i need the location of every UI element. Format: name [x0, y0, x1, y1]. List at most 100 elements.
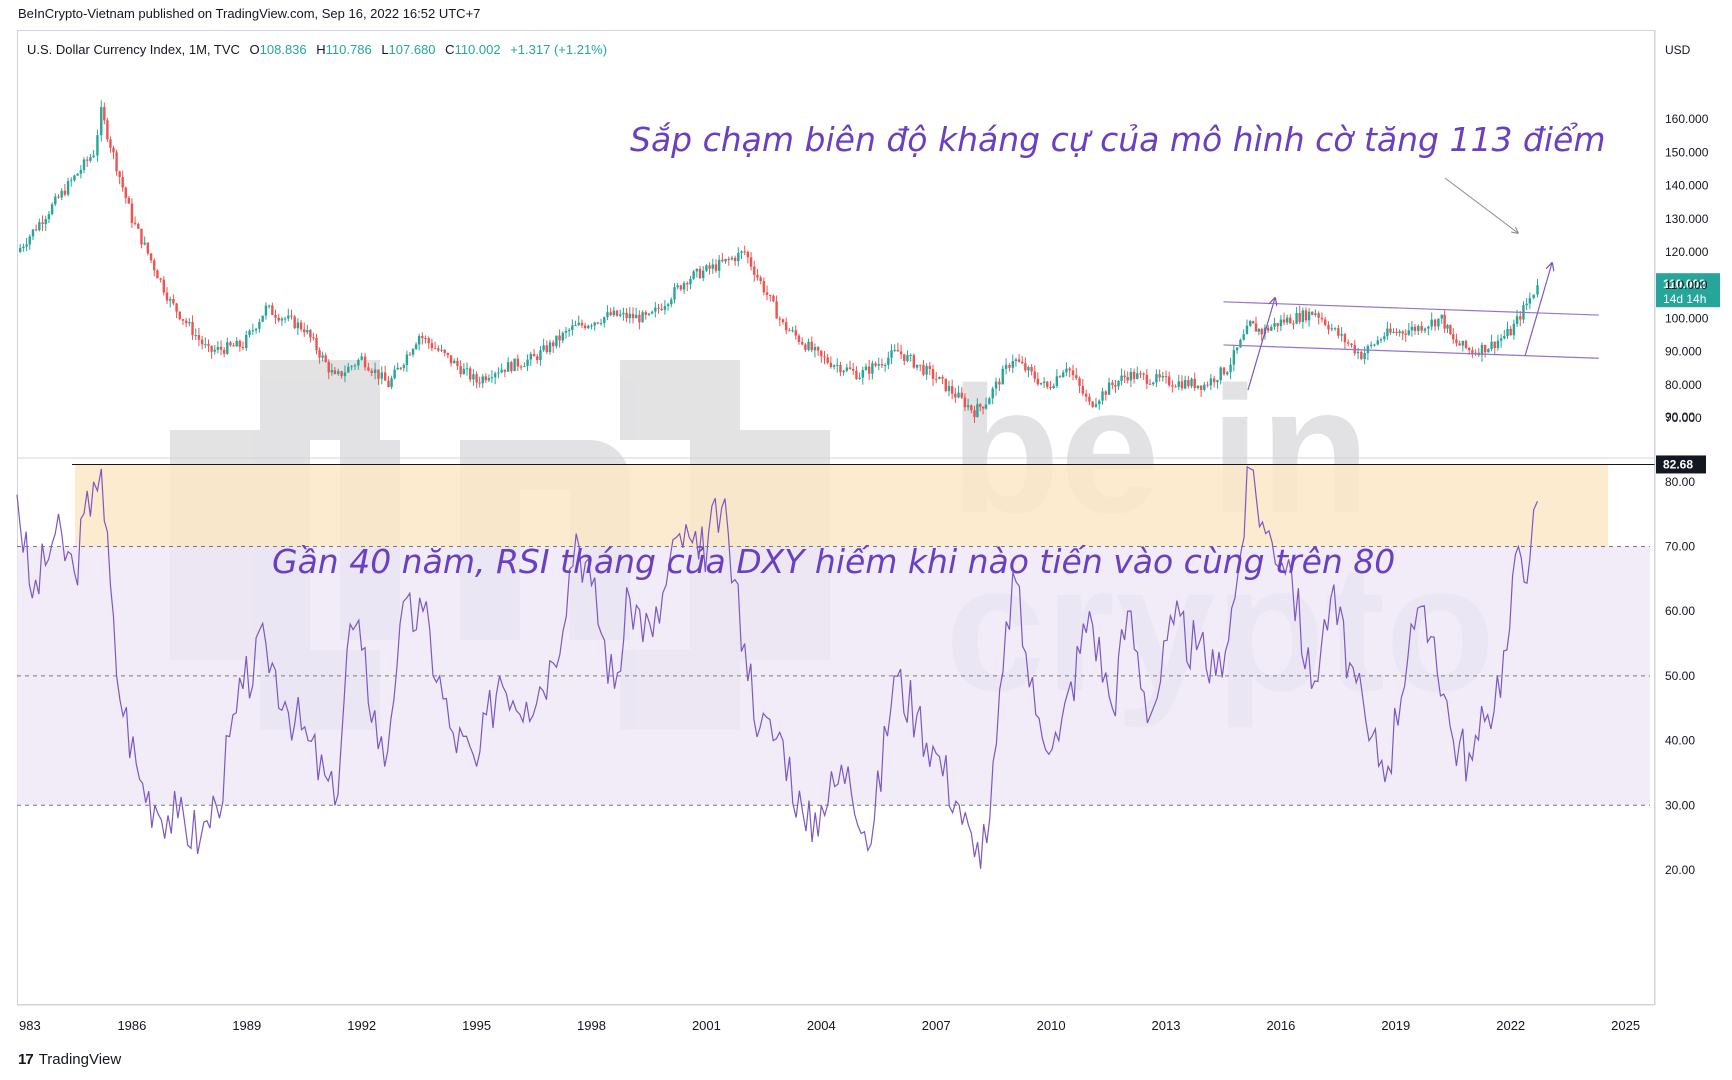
candle-body — [548, 342, 552, 353]
candle-body — [1327, 324, 1330, 330]
candle-body — [1413, 326, 1417, 331]
rsi-panel[interactable]: 82.68 Gần 40 năm, RSI tháng của DXY hiếm … — [16, 455, 1706, 869]
candle-body — [1528, 298, 1532, 304]
candle-body — [1512, 323, 1516, 336]
candle-body — [641, 312, 644, 323]
time-axis-tick: 1995 — [462, 1018, 491, 1033]
candle-body — [1266, 327, 1270, 331]
candle-body — [130, 203, 134, 223]
candle-body — [1206, 384, 1209, 386]
candle-body — [769, 294, 772, 296]
candle-body — [1142, 373, 1145, 375]
price-axis-tick: 150.000 — [1665, 145, 1709, 159]
candle-body — [867, 366, 871, 374]
candle-body — [1139, 373, 1142, 375]
candle-body — [353, 365, 357, 367]
candle-body — [1084, 393, 1088, 397]
candle-body — [1088, 396, 1091, 402]
candle-body — [883, 364, 887, 366]
candle-body — [1014, 359, 1018, 361]
candle-body — [1193, 378, 1196, 389]
candle-body — [1226, 372, 1229, 375]
candle-body — [532, 354, 536, 357]
candle-body — [1260, 329, 1263, 335]
tradingview-logo[interactable]: 17 TradingView — [18, 1051, 121, 1068]
candle-body — [577, 322, 580, 326]
candle-body — [1363, 352, 1366, 360]
candle-body — [146, 242, 150, 254]
candle-body — [38, 222, 41, 231]
candle-body — [919, 364, 922, 366]
candle-body — [842, 370, 845, 373]
candle-body — [159, 278, 162, 280]
candle-body — [1389, 328, 1392, 333]
candle-body — [906, 355, 909, 361]
candle-body — [1052, 385, 1055, 388]
candle-body — [1008, 364, 1011, 368]
candle-body — [18, 247, 22, 252]
candle-body — [816, 347, 820, 351]
price-axis-tick: 120.000 — [1665, 245, 1709, 259]
candle-body — [188, 321, 191, 324]
countdown-label: 14d 14h — [1663, 292, 1706, 306]
candle-body — [775, 301, 778, 319]
candle-body — [998, 381, 1001, 385]
candle-body — [1065, 368, 1068, 373]
candle-body — [526, 359, 529, 367]
candle-body — [1245, 325, 1249, 335]
candle-body — [1317, 313, 1320, 318]
candle-body — [1078, 378, 1081, 386]
candle-body — [1117, 380, 1120, 387]
candle-body — [112, 147, 115, 153]
candle-body — [848, 367, 852, 370]
candle-body — [874, 363, 877, 366]
candle-body — [1011, 360, 1014, 368]
candle-body — [149, 253, 153, 261]
rsi-axis-tick: 30.00 — [1665, 798, 1695, 812]
candle-body — [1519, 316, 1522, 320]
time-axis-tick: 2019 — [1381, 1018, 1410, 1033]
candle-body — [666, 304, 670, 307]
candle-body — [558, 335, 561, 341]
candle-body — [28, 236, 31, 245]
candle-body — [1120, 375, 1123, 381]
candle-body — [686, 283, 689, 285]
time-axis-tick: 2025 — [1611, 1018, 1640, 1033]
candle-body — [826, 357, 829, 363]
candle-body — [1036, 378, 1040, 385]
candle-body — [1094, 404, 1098, 407]
candle-body — [1017, 359, 1021, 362]
candle-body — [1452, 334, 1455, 340]
candle-body — [1490, 341, 1493, 349]
candle-body — [650, 311, 654, 314]
candle-body — [47, 214, 51, 220]
candle-body — [1455, 339, 1458, 344]
time-axis-tick: 1998 — [577, 1018, 606, 1033]
rsi-highlight-badge — [1656, 455, 1706, 474]
rsi-axis-tick: 50.00 — [1665, 669, 1695, 683]
price-axis-tick: 90.000 — [1665, 345, 1702, 359]
candle-body — [475, 374, 478, 383]
candle-body — [44, 219, 47, 225]
candle-body — [109, 139, 112, 148]
candle-body — [593, 322, 596, 326]
low-value: 107.680 — [388, 42, 436, 57]
tradingview-logo-icon: 17 — [18, 1051, 34, 1068]
candle-body — [915, 364, 919, 368]
candle-body — [1440, 314, 1443, 319]
candle-body — [852, 369, 855, 371]
candle-body — [944, 378, 947, 392]
candle-body — [318, 350, 321, 358]
candle-body — [1049, 387, 1052, 389]
symbol-title[interactable]: U.S. Dollar Currency Index, 1M, TVC — [27, 42, 240, 57]
candle-body — [552, 342, 555, 347]
open-value: 108.836 — [259, 42, 307, 57]
candle-body — [628, 313, 631, 319]
candle-body — [396, 367, 399, 370]
candle-body — [781, 319, 785, 323]
candle-body — [1161, 375, 1165, 378]
candle-body — [293, 316, 296, 329]
candle-body — [1340, 334, 1343, 336]
